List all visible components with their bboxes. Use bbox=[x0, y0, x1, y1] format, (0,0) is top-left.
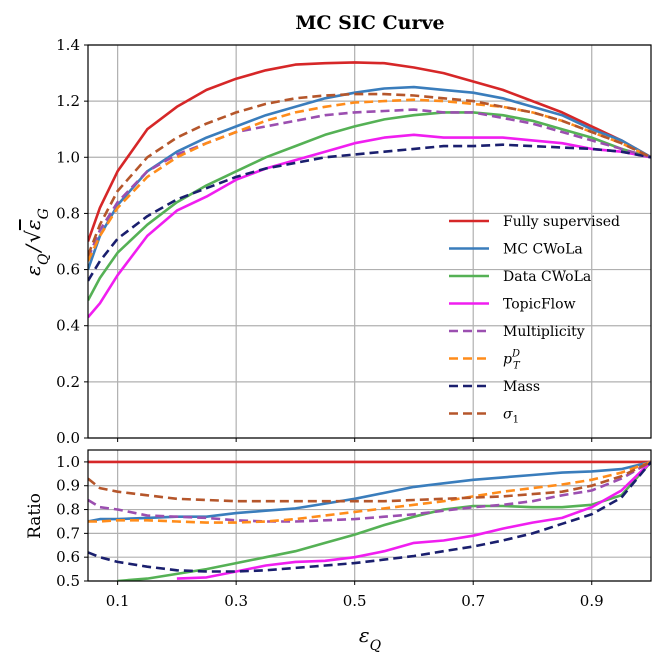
x-axis-label: εQ bbox=[359, 623, 382, 654]
top-ytick-label-2: 0.4 bbox=[56, 317, 80, 335]
ratio-ytick-label-5: 1.0 bbox=[56, 453, 80, 471]
legend: Fully supervised MC CWoLa Data CWoLa TopicF… bbox=[449, 214, 620, 426]
legend-label-3: TopicFlow bbox=[503, 297, 576, 313]
top-y-axis-label: εQ/√εG bbox=[21, 208, 52, 276]
sic-series-fully-supervised bbox=[88, 61, 651, 242]
ratio-panel-frame bbox=[87, 449, 652, 582]
ratio-axis-ticks: 0.1 0.3 0.5 0.7 0.9 0.5 0.6 0.7 0.8 0.9 1.0 bbox=[56, 453, 604, 610]
ratio-xtick-label-1: 0.3 bbox=[224, 592, 248, 610]
ratio-ytick-label-4: 0.9 bbox=[56, 477, 80, 495]
ratio-ytick-label-0: 0.5 bbox=[56, 572, 80, 590]
ratio-series-multiplicity bbox=[88, 460, 651, 523]
ratio-ytick-label-2: 0.7 bbox=[56, 524, 80, 542]
legend-label-5: pD T bbox=[503, 349, 521, 372]
top-series-group bbox=[88, 61, 651, 319]
top-ytick-label-5: 1.0 bbox=[56, 148, 80, 166]
top-panel-frame bbox=[87, 44, 652, 439]
ratio-series--1 bbox=[88, 460, 651, 503]
ratio-xtick-label-3: 0.7 bbox=[461, 592, 485, 610]
chart-title: MC SIC Curve bbox=[295, 12, 444, 34]
svg-text:εQ/√εG: εQ/√εG bbox=[21, 208, 52, 276]
ratio-series-ptd bbox=[88, 460, 651, 524]
top-ytick-label-1: 0.2 bbox=[56, 373, 80, 391]
legend-label-1: MC CWoLa bbox=[503, 242, 583, 258]
sic-series-mass bbox=[88, 143, 651, 282]
legend-label-0: Fully supervised bbox=[503, 214, 620, 230]
top-ytick-label-7: 1.4 bbox=[56, 36, 80, 54]
ratio-series-data-cwola bbox=[117, 461, 651, 581]
ratio-ytick-label-3: 0.8 bbox=[56, 501, 80, 519]
sic-series--1 bbox=[88, 92, 651, 256]
legend-label-2: Data CWoLa bbox=[503, 269, 591, 285]
sic-series-multiplicity bbox=[88, 108, 651, 259]
ratio-series-mc-cwola bbox=[88, 460, 651, 523]
legend-label-7: σ1 bbox=[503, 407, 519, 426]
ratio-xtick-label-2: 0.5 bbox=[343, 592, 367, 610]
legend-label-4: Multiplicity bbox=[503, 324, 585, 340]
top-ytick-label-4: 0.8 bbox=[56, 204, 80, 222]
ratio-ytick-label-1: 0.6 bbox=[56, 548, 80, 566]
ratio-xtick-label-0: 0.1 bbox=[106, 592, 130, 610]
legend-label-6: Mass bbox=[503, 379, 540, 395]
top-axis-ticks: 0.0 0.2 0.4 0.6 0.8 1.0 1.2 1.4 bbox=[56, 36, 593, 447]
sic-series-data-cwola bbox=[88, 111, 651, 302]
ratio-xtick-label-4: 0.9 bbox=[580, 592, 604, 610]
ratio-series-group bbox=[88, 460, 651, 581]
top-ytick-label-0: 0.0 bbox=[56, 429, 80, 447]
top-ytick-label-3: 0.6 bbox=[56, 261, 80, 279]
ratio-series-topicflow bbox=[176, 460, 651, 580]
sic-series-topicflow bbox=[88, 133, 651, 319]
top-ytick-label-6: 1.2 bbox=[56, 92, 80, 110]
ratio-y-axis-label: Ratio bbox=[25, 493, 45, 539]
ratio-series-mass bbox=[88, 461, 651, 573]
